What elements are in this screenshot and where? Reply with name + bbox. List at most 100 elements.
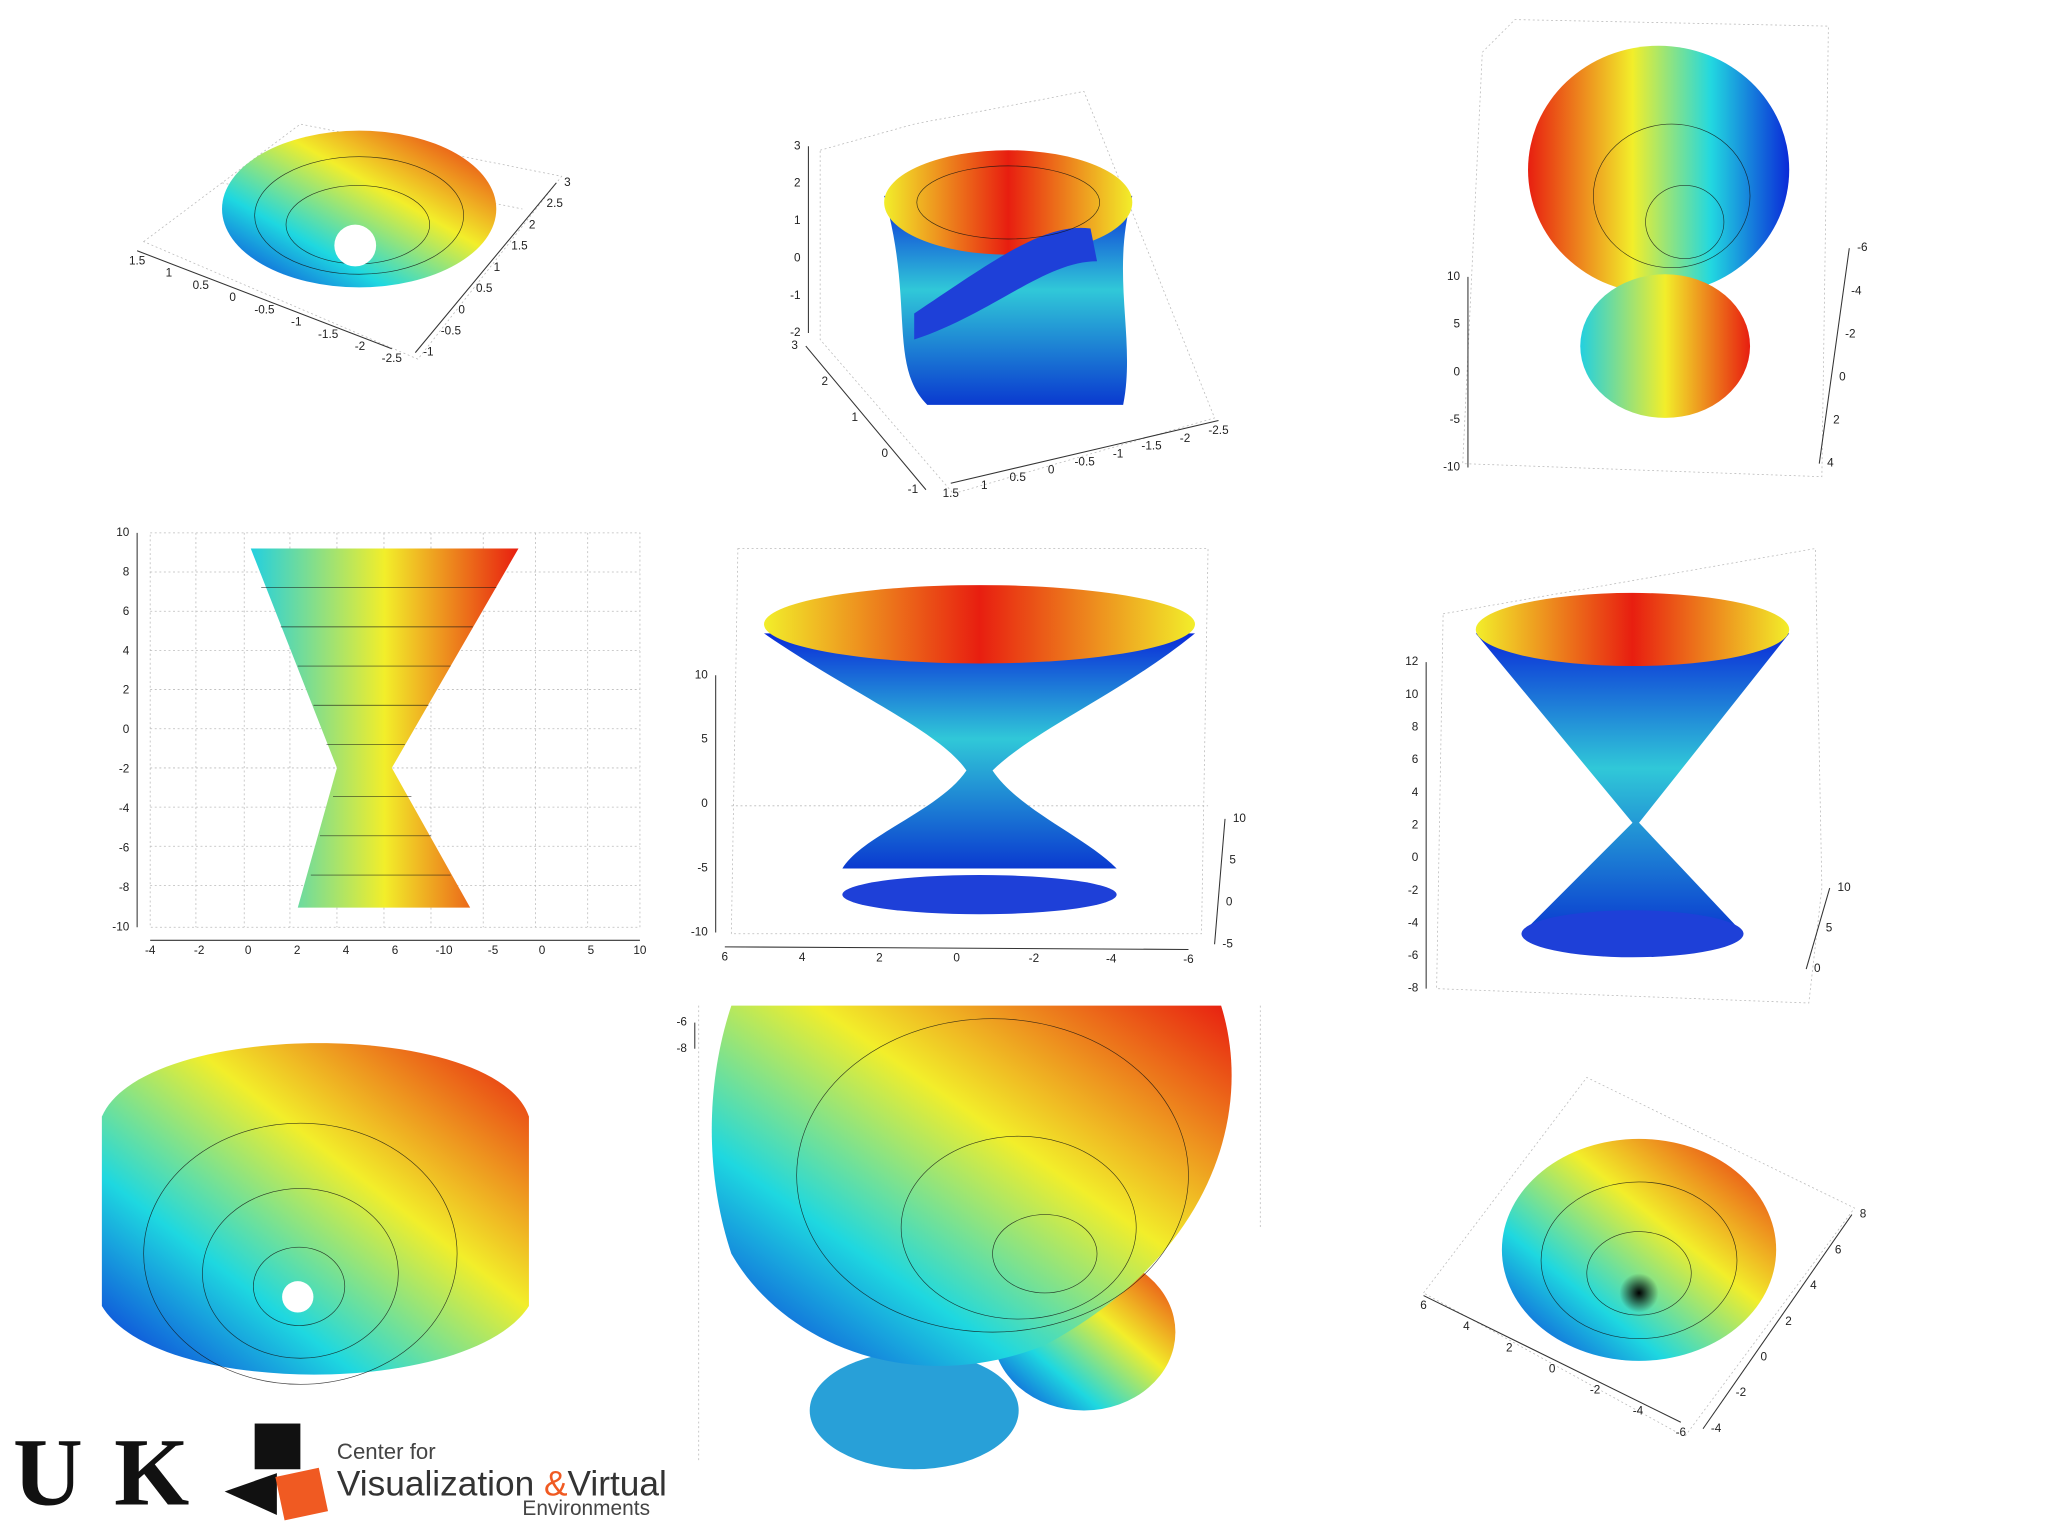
logo-line2: Visualization &Virtual: [337, 1464, 667, 1503]
tick-label: -4: [1633, 1405, 1644, 1418]
tick-label: -0.5: [254, 303, 275, 316]
tick-label: -1: [423, 346, 433, 359]
tick-label: -2.5: [382, 352, 403, 365]
tick-label: -5: [697, 861, 708, 874]
tick-label: 6: [722, 950, 729, 963]
tick-label: -1: [790, 289, 800, 302]
tick-label: -1.5: [318, 328, 339, 341]
tick-label: 2: [1833, 414, 1840, 427]
tick-label: 0: [882, 447, 889, 460]
tick-label: 1.5: [511, 240, 528, 253]
tick-label: 10: [1838, 881, 1852, 894]
tick-label: -2: [1408, 884, 1418, 897]
axis-line: [1818, 248, 1850, 464]
tick-label: 4: [799, 951, 806, 964]
tick-label: -2: [194, 944, 204, 957]
tick-label: -10: [1443, 461, 1460, 474]
tick-label: 8: [123, 565, 130, 578]
tick-label: 0: [953, 952, 960, 965]
tick-label: -2: [1029, 952, 1039, 965]
tick-label: 3: [564, 176, 571, 189]
surface-5: [730, 548, 1209, 935]
logo-line3: Environments: [522, 1497, 650, 1520]
logo-word: Visualization: [337, 1464, 534, 1503]
tick-label: -5: [1222, 937, 1233, 950]
tick-label: -1.5: [1141, 440, 1162, 453]
axis-line: [1423, 1295, 1682, 1423]
surface-6: [1436, 548, 1823, 1004]
tick-label: -4: [1408, 916, 1419, 929]
tick-label: 5: [1454, 318, 1461, 331]
tick-label: -0.5: [1075, 455, 1096, 468]
tick-label: 1.5: [943, 487, 960, 500]
tick-label: 0: [1839, 371, 1846, 384]
tick-label: 1: [794, 214, 801, 227]
tick-label: 12: [1405, 655, 1418, 668]
tick-label: 3: [791, 339, 798, 352]
tick-label: -6: [1676, 1426, 1687, 1439]
tick-label: 0: [229, 291, 236, 304]
tick-label: 0: [1454, 365, 1461, 378]
tick-label: 5: [1229, 854, 1236, 867]
tick-label: -1: [1113, 448, 1123, 461]
tick-label: -0.5: [441, 325, 462, 338]
tick-label: -4: [1711, 1422, 1722, 1435]
tick-label: 0: [539, 944, 546, 957]
axis-line: [1805, 887, 1831, 970]
tick-label: -8: [1408, 982, 1419, 995]
tick-label: 0: [1412, 851, 1419, 864]
logo-amp: &: [544, 1464, 568, 1503]
tick-label: -10: [112, 920, 129, 933]
tick-label: 2: [529, 218, 536, 231]
tick-label: 4: [1463, 1320, 1470, 1333]
tick-label: 2: [1506, 1341, 1513, 1354]
surface-7: [101, 1043, 529, 1385]
tick-label: -5: [488, 944, 499, 957]
tick-label: 1: [981, 479, 988, 492]
tick-label: 2: [876, 951, 883, 964]
tick-label: 6: [1412, 753, 1419, 766]
tick-label: -8: [119, 881, 130, 894]
tick-label: 10: [1233, 812, 1247, 825]
tick-label: 4: [1827, 457, 1834, 470]
tick-label: 0: [1814, 962, 1821, 975]
tick-label: -2: [119, 763, 129, 776]
logo-word: Virtual: [568, 1464, 667, 1503]
surface-2: [819, 90, 1216, 495]
tick-label: -6: [1857, 241, 1868, 254]
logo-triangle: [224, 1473, 277, 1515]
tick-label: -2: [1590, 1384, 1600, 1397]
tick-label: -1: [908, 483, 918, 496]
tick-label: -6: [1408, 949, 1419, 962]
tick-label: 0: [458, 303, 465, 316]
tick-label: 2: [794, 177, 801, 190]
surface-4: [149, 532, 641, 928]
uk-logo: UK: [13, 1419, 189, 1526]
tick-label: 10: [633, 944, 647, 957]
tick-label: -2: [790, 326, 800, 339]
tick-label: -4: [145, 944, 156, 957]
tick-label: 5: [1826, 922, 1833, 935]
tick-label: 5: [588, 944, 595, 957]
tick-label: 0.5: [476, 282, 493, 295]
logo-orange: [275, 1467, 329, 1521]
tick-label: 2.5: [547, 197, 564, 210]
axis-line: [724, 946, 1189, 950]
tick-label: 10: [695, 668, 709, 681]
axis-line: [414, 182, 557, 353]
tick-label: 2: [123, 684, 130, 697]
tick-label: 1: [494, 261, 501, 274]
tick-label: 10: [1447, 270, 1461, 283]
tick-label: 0.5: [193, 279, 210, 292]
tick-label: 2: [1785, 1315, 1792, 1328]
surface-8: [698, 1005, 1261, 1470]
axis-line: [950, 420, 1219, 484]
tick-label: -5: [1450, 413, 1461, 426]
tick-label: 3: [794, 139, 801, 152]
logo-line1: Center for: [337, 1439, 436, 1464]
surface-3: [1462, 19, 1829, 478]
tick-label: 1.5: [129, 254, 146, 267]
tick-label: -2: [1736, 1386, 1746, 1399]
tick-label: 10: [116, 526, 130, 539]
